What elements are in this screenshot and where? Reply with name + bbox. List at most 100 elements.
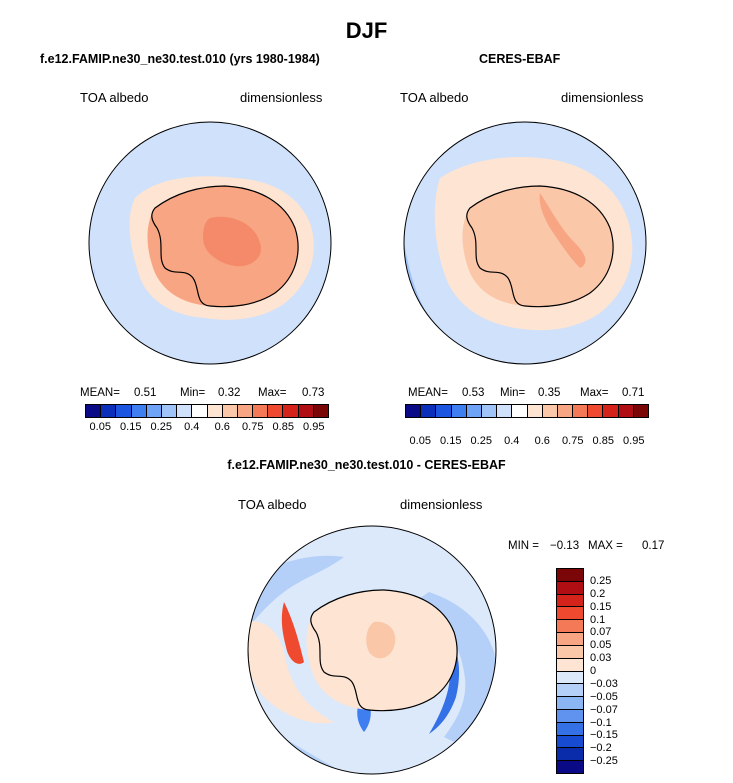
diff-colorbar-swatch (557, 607, 583, 621)
diff-colorbar-tick-label: 0.2 (590, 587, 606, 600)
obs-colorbar-swatch (573, 405, 589, 417)
diff-colorbar-tick-label: −0.25 (590, 755, 618, 768)
diff-colorbar-swatch (557, 633, 583, 646)
model-mean-value: 0.51 (134, 387, 157, 399)
obs-colorbar-swatch (436, 405, 452, 417)
diff-colorbar-tick-label: 0.05 (590, 639, 612, 652)
diff-positive-patch (248, 621, 334, 724)
model-colorbar-tick-label: 0.25 (150, 421, 172, 433)
obs-colorbar-tick-label: 0.85 (592, 435, 614, 447)
obs-continent-field (462, 186, 614, 307)
model-coastline (151, 185, 299, 308)
obs-colorbar-swatch (557, 405, 574, 417)
model-colorbar-swatch (268, 405, 284, 417)
obs-colorbar-tick-label: 0.4 (504, 435, 520, 447)
diff-colorbar-tick-label: −0.05 (590, 690, 618, 703)
model-colorbar-swatch (161, 405, 178, 417)
model-colorbar-swatch (192, 405, 208, 417)
diff-colorbar-tick-label: 0.07 (590, 626, 612, 639)
obs-colorbar-swatch (497, 405, 513, 417)
model-colorbar-swatch (131, 405, 147, 417)
diff-colorbar-swatch (557, 761, 583, 773)
diff-colorbar-tick-label: −0.15 (590, 729, 618, 742)
model-colorbar-ticks: 0.05 0.15 0.25 0.4 0.6 0.75 0.85 0.95 (85, 421, 329, 435)
diff-max-value: 0.17 (642, 540, 665, 552)
model-colorbar-tick-label: 0.95 (303, 421, 325, 433)
diff-colorbar-tick-label: 0.03 (590, 652, 612, 665)
diff-strong-positive-band (281, 602, 304, 664)
model-colorbar-tick-label: 0.05 (89, 421, 111, 433)
obs-plateau-field (539, 193, 586, 268)
obs-colorbar-swatch (466, 405, 482, 417)
diff-negative-patch (414, 592, 496, 752)
obs-colorbar-swatch (588, 405, 604, 417)
obs-mean-value: 0.53 (462, 387, 485, 399)
obs-units-label: dimensionless (561, 90, 644, 105)
diff-colorbar-swatch (557, 594, 583, 608)
panel-title-model: f.e12.FAMIP.ne30_ne30.test.010 (yrs 1980… (40, 52, 320, 66)
model-colorbar-tick-label: 0.85 (272, 421, 294, 433)
diff-colorbar-swatch (557, 620, 583, 634)
model-min-value: 0.32 (218, 387, 241, 399)
obs-colorbar-swatch (633, 405, 648, 417)
diff-colorbar-swatch (557, 645, 583, 659)
diff-colorbar-swatch (557, 658, 583, 672)
diff-colorbar-swatch (557, 748, 583, 762)
model-colorbar-swatch (177, 405, 193, 417)
obs-colorbar-ticks: 0.05 0.15 0.25 0.4 0.6 0.75 0.85 0.95 (405, 435, 649, 449)
diff-colorbar-swatch (557, 684, 583, 698)
diff-min-value: −0.13 (550, 540, 580, 552)
diff-colorbar-swatch (557, 735, 583, 749)
model-colorbar-tick-label: 0.4 (184, 421, 200, 433)
model-max-value: 0.73 (302, 387, 325, 399)
diff-polar-map (247, 525, 497, 775)
obs-colorbar-swatch (451, 405, 467, 417)
diff-colorbar-tick-label: −0.07 (590, 703, 618, 716)
model-colorbar-swatch (116, 405, 132, 417)
diff-coastline (310, 589, 458, 712)
model-colorbar (85, 404, 329, 418)
obs-colorbar-tick-label: 0.05 (409, 435, 431, 447)
diff-colorbar-tick-label: −0.1 (590, 716, 612, 729)
model-max-label: Max= (258, 387, 287, 399)
model-colorbar-swatch (146, 405, 162, 417)
model-colorbar-swatch (237, 405, 254, 417)
model-mean-label: MEAN= (80, 387, 120, 399)
model-variable-label: TOA albedo (80, 90, 149, 105)
obs-map-border (403, 121, 647, 365)
obs-colorbar-swatch (603, 405, 619, 417)
main-title: DJF (345, 18, 388, 43)
obs-coastline (466, 185, 614, 308)
diff-units-label: dimensionless (400, 497, 483, 512)
diff-variable-label: TOA albedo (238, 497, 307, 512)
model-units-label: dimensionless (240, 90, 323, 105)
model-colorbar-swatch (101, 405, 117, 417)
obs-max-value: 0.71 (622, 387, 645, 399)
obs-polar-map (403, 121, 647, 365)
obs-mean-label: MEAN= (408, 387, 448, 399)
diff-colorbar-ticks: 0.25 0.2 0.15 0.1 0.07 0.05 0.03 0 −0.03 −0.05 −0.… (590, 568, 660, 774)
obs-colorbar-swatch (406, 405, 422, 417)
obs-colorbar-tick-label: 0.25 (470, 435, 492, 447)
diff-map-border (247, 525, 497, 775)
model-colorbar-swatch (86, 405, 102, 417)
diff-min-label: MIN = (508, 540, 539, 552)
model-colorbar-swatch (313, 405, 328, 417)
obs-colorbar-swatch (527, 405, 543, 417)
obs-min-value: 0.35 (538, 387, 561, 399)
diff-panel-title: f.e12.FAMIP.ne30_ne30.test.010 - CERES-E… (227, 458, 506, 472)
obs-variable-label: TOA albedo (400, 90, 469, 105)
obs-colorbar-tick-label: 0.75 (562, 435, 584, 447)
model-polar-map (88, 121, 332, 365)
model-colorbar-tick-label: 0.75 (242, 421, 264, 433)
obs-min-label: Min= (500, 387, 526, 399)
obs-colorbar-tick-label: 0.95 (623, 435, 645, 447)
diff-colorbar-swatch (557, 671, 583, 685)
obs-colorbar-tick-label: 0.15 (440, 435, 462, 447)
diff-max-label: MAX = (588, 540, 623, 552)
obs-colorbar-swatch (481, 405, 498, 417)
panel-title-obs: CERES-EBAF (479, 52, 561, 66)
obs-colorbar-swatch (421, 405, 437, 417)
model-colorbar-tick-label: 0.15 (120, 421, 142, 433)
model-colorbar-swatch (207, 405, 223, 417)
